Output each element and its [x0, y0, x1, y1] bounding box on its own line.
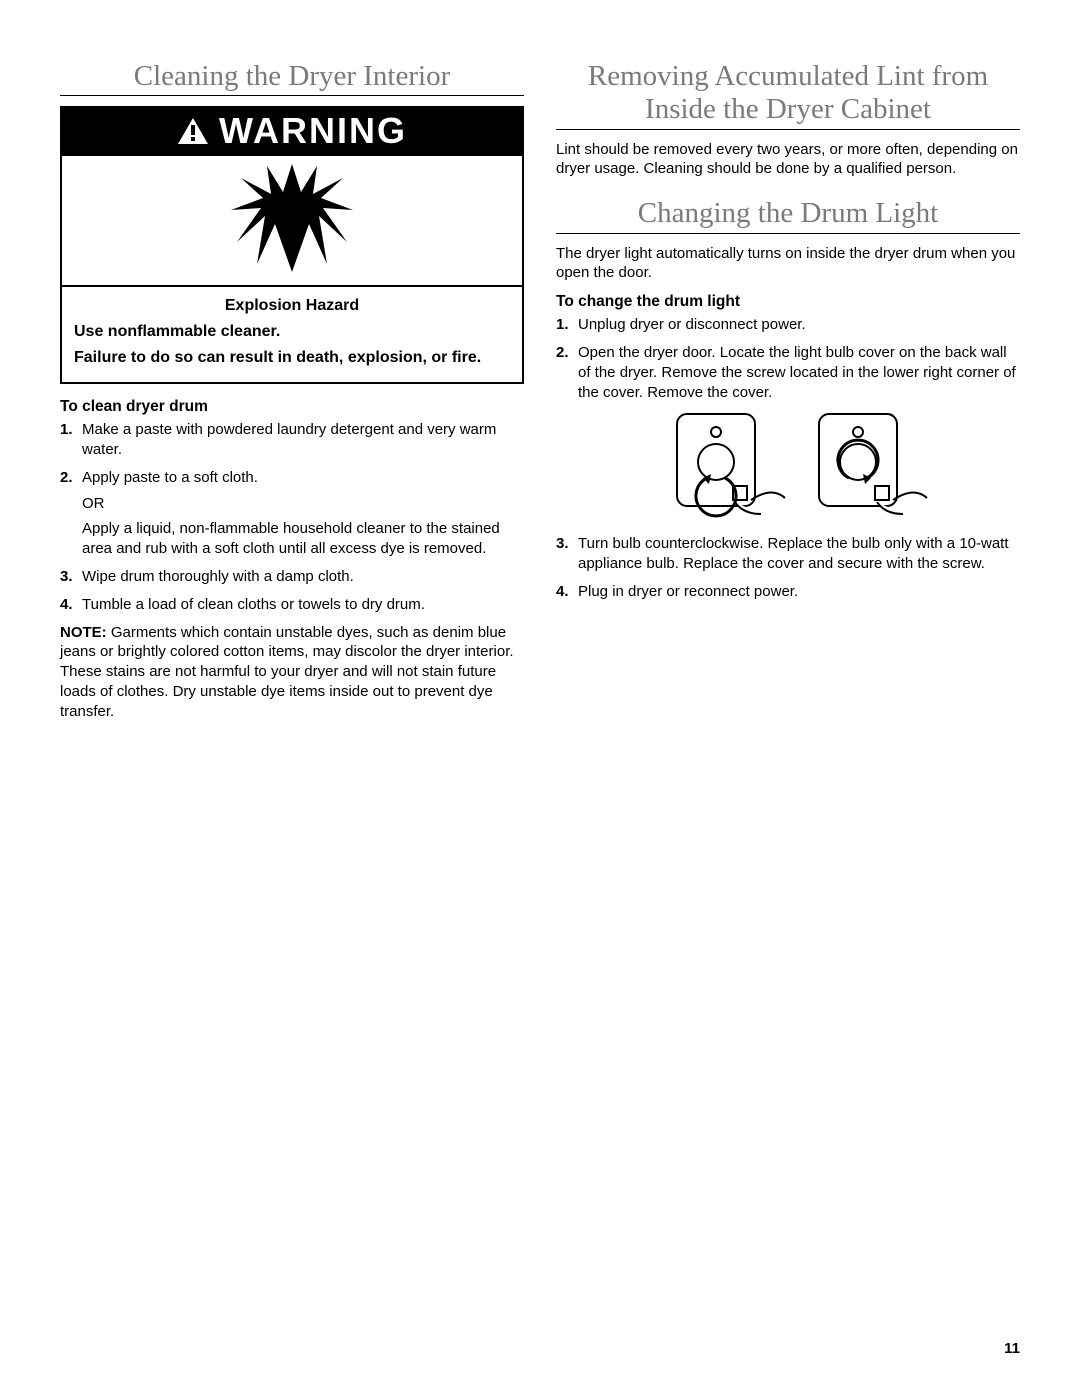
light-step-1-text: Unplug dryer or disconnect power.	[578, 316, 806, 333]
warning-word: WARNING	[219, 110, 407, 152]
clean-step-4: Tumble a load of clean cloths or towels …	[60, 595, 524, 615]
drum-light-steps: Unplug dryer or disconnect power. Open t…	[556, 315, 1020, 601]
light-step-4-text: Plug in dryer or reconnect power.	[578, 583, 798, 600]
note-paragraph: NOTE: Garments which contain unstable dy…	[60, 623, 524, 722]
bulb-cover-icon	[659, 408, 939, 518]
light-step-3-text: Turn bulb counterclockwise. Replace the …	[578, 535, 1009, 572]
page-columns: Cleaning the Dryer Interior WARNING Expl…	[60, 60, 1020, 721]
light-step-2-text: Open the dryer door. Locate the light bu…	[578, 344, 1016, 401]
hazard-label: Explosion Hazard	[74, 295, 510, 317]
right-column: Removing Accumulated Lint from Inside th…	[556, 60, 1020, 721]
clean-step-2-alt: Apply a liquid, non-flammable household …	[82, 519, 524, 559]
light-step-4: Plug in dryer or reconnect power.	[556, 582, 1020, 602]
explosion-icon	[227, 164, 357, 276]
warning-line-2: Use nonflammable cleaner.	[74, 321, 510, 343]
drum-light-title: Changing the Drum Light	[556, 197, 1020, 233]
clean-step-2-or: OR	[82, 494, 524, 514]
light-step-3: Turn bulb counterclockwise. Replace the …	[556, 534, 1020, 574]
cleaning-interior-title: Cleaning the Dryer Interior	[60, 60, 524, 96]
warning-header: WARNING	[62, 108, 522, 156]
clean-step-2-text: Apply paste to a soft cloth.	[82, 469, 258, 486]
page-number: 11	[1004, 1340, 1020, 1357]
note-label: NOTE:	[60, 624, 107, 641]
bulb-cover-illustration	[578, 408, 1020, 524]
light-step-2: Open the dryer door. Locate the light bu…	[556, 343, 1020, 524]
clean-step-4-text: Tumble a load of clean cloths or towels …	[82, 596, 425, 613]
clean-drum-subhead: To clean dryer drum	[60, 398, 524, 416]
left-column: Cleaning the Dryer Interior WARNING Expl…	[60, 60, 524, 721]
change-light-subhead: To change the drum light	[556, 293, 1020, 311]
warning-box: WARNING Explosion Hazard Use nonflammabl…	[60, 106, 524, 384]
light-step-1: Unplug dryer or disconnect power.	[556, 315, 1020, 335]
removing-lint-title: Removing Accumulated Lint from Inside th…	[556, 60, 1020, 130]
clean-step-3: Wipe drum thoroughly with a damp cloth.	[60, 567, 524, 587]
warning-body: Explosion Hazard Use nonflammable cleane…	[62, 287, 522, 382]
clean-drum-steps: Make a paste with powdered laundry deter…	[60, 420, 524, 614]
explosion-illustration	[62, 156, 522, 287]
warning-line-3: Failure to do so can result in death, ex…	[74, 347, 510, 369]
alert-triangle-icon	[177, 117, 209, 145]
clean-step-1: Make a paste with powdered laundry deter…	[60, 420, 524, 460]
note-text: Garments which contain unstable dyes, su…	[60, 624, 514, 720]
drum-light-body: The dryer light automatically turns on i…	[556, 244, 1020, 284]
clean-step-2: Apply paste to a soft cloth. OR Apply a …	[60, 468, 524, 559]
lint-body: Lint should be removed every two years, …	[556, 140, 1020, 180]
clean-step-3-text: Wipe drum thoroughly with a damp cloth.	[82, 568, 354, 585]
clean-step-1-text: Make a paste with powdered laundry deter…	[82, 421, 496, 458]
